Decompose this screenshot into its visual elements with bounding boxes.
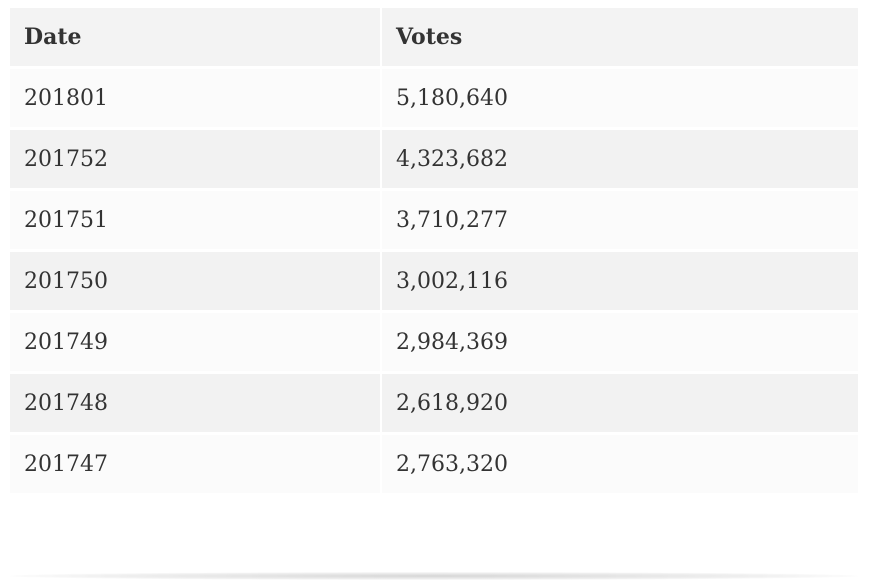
date-cell: 201747 bbox=[10, 435, 382, 496]
votes-cell: 2,984,369 bbox=[382, 313, 858, 374]
votes-cell: 5,180,640 bbox=[382, 69, 858, 130]
date-cell: 201748 bbox=[10, 374, 382, 435]
table-row: 201748 2,618,920 bbox=[10, 374, 858, 435]
date-cell: 201750 bbox=[10, 252, 382, 313]
date-column-header[interactable]: Date bbox=[10, 8, 382, 69]
votes-column-header[interactable]: Votes bbox=[382, 8, 858, 69]
votes-cell: 2,763,320 bbox=[382, 435, 858, 496]
table-row: 201752 4,323,682 bbox=[10, 130, 858, 191]
table-header-row: Date Votes bbox=[10, 8, 858, 69]
date-cell: 201751 bbox=[10, 191, 382, 252]
votes-cell: 4,323,682 bbox=[382, 130, 858, 191]
table-row: 201751 3,710,277 bbox=[10, 191, 858, 252]
votes-cell: 3,002,116 bbox=[382, 252, 858, 313]
table-row: 201750 3,002,116 bbox=[10, 252, 858, 313]
votes-cell: 2,618,920 bbox=[382, 374, 858, 435]
date-cell: 201801 bbox=[10, 69, 382, 130]
votes-table: Date Votes 201801 5,180,640 201752 4,323… bbox=[10, 8, 858, 496]
table-row: 201801 5,180,640 bbox=[10, 69, 858, 130]
table-row: 201747 2,763,320 bbox=[10, 435, 858, 496]
table-row: 201749 2,984,369 bbox=[10, 313, 858, 374]
date-cell: 201749 bbox=[10, 313, 382, 374]
date-cell: 201752 bbox=[10, 130, 382, 191]
bottom-shadow-divider bbox=[10, 572, 858, 580]
votes-cell: 3,710,277 bbox=[382, 191, 858, 252]
